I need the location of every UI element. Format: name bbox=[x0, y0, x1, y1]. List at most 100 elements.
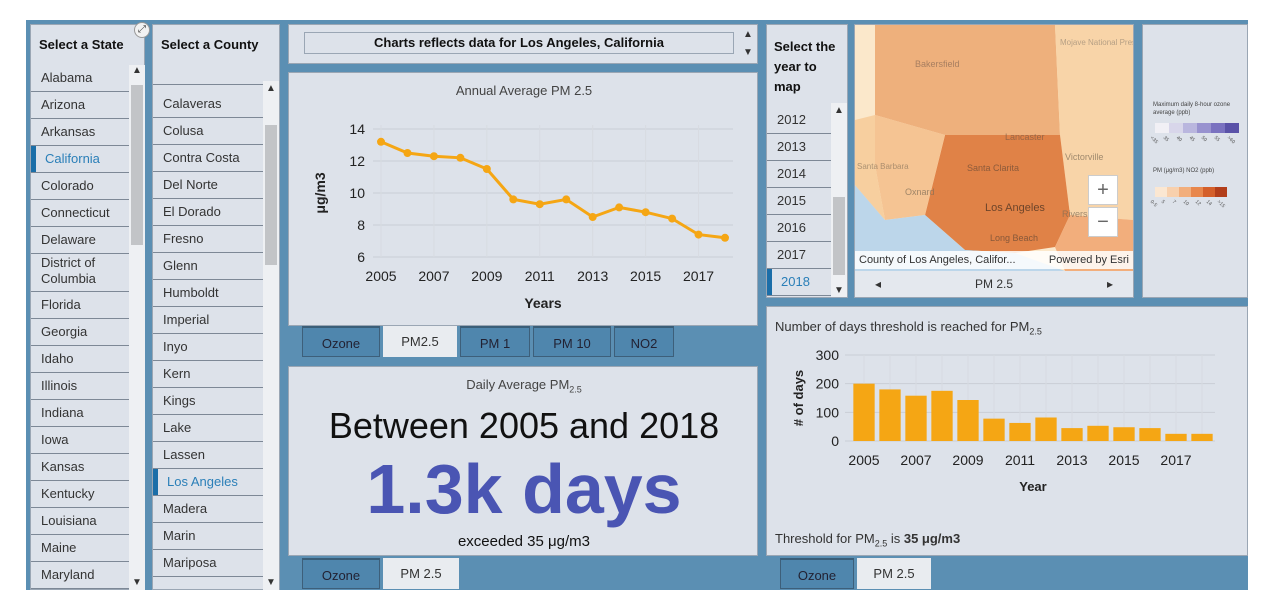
county-item-los-angeles[interactable]: Los Angeles bbox=[153, 469, 263, 496]
daily-tab-pm-2-5[interactable]: PM 2.5 bbox=[383, 558, 459, 589]
county-item-colusa[interactable]: Colusa bbox=[153, 118, 263, 145]
state-item-delaware[interactable]: Delaware bbox=[31, 227, 129, 254]
expand-icon[interactable]: ⤢ bbox=[134, 22, 150, 38]
bar-y-tick: 200 bbox=[816, 376, 840, 392]
state-item-louisiana[interactable]: Louisiana bbox=[31, 508, 129, 535]
annual-line-chart: 6 8 10 12 14 2005 2007 2009 2011 2013 2015 2017 Year… bbox=[312, 121, 733, 311]
ozone-legend-swatches bbox=[1155, 123, 1239, 133]
county-item-glenn[interactable]: Glenn bbox=[153, 253, 263, 280]
county-item-kern[interactable]: Kern bbox=[153, 361, 263, 388]
banner-panel: Charts reflects data for Los Angeles, Ca… bbox=[288, 24, 758, 64]
state-scroll-up-icon[interactable]: ▲ bbox=[132, 65, 142, 76]
daily-title-sub: 2.5 bbox=[569, 384, 582, 395]
county-item-madera[interactable]: Madera bbox=[153, 496, 263, 523]
county-item-mariposa[interactable]: Mariposa bbox=[153, 550, 263, 577]
tab-pm2-5[interactable]: PM2.5 bbox=[383, 326, 457, 357]
threshold-tab-ozone[interactable]: Ozone bbox=[780, 558, 854, 589]
county-item-humboldt[interactable]: Humboldt bbox=[153, 280, 263, 307]
map-label-victorville: Victorville bbox=[1065, 152, 1103, 162]
state-item-georgia[interactable]: Georgia bbox=[31, 319, 129, 346]
zoom-out-button[interactable]: − bbox=[1088, 207, 1118, 237]
banner-up-icon[interactable]: ▲ bbox=[743, 29, 753, 40]
state-item-colorado[interactable]: Colorado bbox=[31, 173, 129, 200]
year-item-2016[interactable]: 2016 bbox=[767, 215, 831, 242]
year-item-2014[interactable]: 2014 bbox=[767, 161, 831, 188]
bar-x-tick: 2017 bbox=[1160, 452, 1191, 468]
state-item-indiana[interactable]: Indiana bbox=[31, 400, 129, 427]
county-scroll-up-icon[interactable]: ▲ bbox=[266, 83, 276, 94]
state-list-scroll-thumb[interactable] bbox=[131, 85, 143, 245]
state-item-kansas[interactable]: Kansas bbox=[31, 454, 129, 481]
county-item-lassen[interactable]: Lassen bbox=[153, 442, 263, 469]
year-item-2015[interactable]: 2015 bbox=[767, 188, 831, 215]
state-item-idaho[interactable]: Idaho bbox=[31, 346, 129, 373]
county-item-imperial[interactable]: Imperial bbox=[153, 307, 263, 334]
state-item-illinois[interactable]: Illinois bbox=[31, 373, 129, 400]
county-item-inyo[interactable]: Inyo bbox=[153, 334, 263, 361]
state-item-connecticut[interactable]: Connecticut bbox=[31, 200, 129, 227]
legend-panel: Maximum daily 8-hour ozone average (ppb)… bbox=[1142, 24, 1248, 298]
county-item-calaveras[interactable]: Calaveras bbox=[153, 91, 263, 118]
state-item-florida[interactable]: Florida bbox=[31, 292, 129, 319]
state-item-arkansas[interactable]: Arkansas bbox=[31, 119, 129, 146]
map-attribution-right: Powered by Esri bbox=[1048, 254, 1129, 266]
ozone-legend-swatch bbox=[1211, 123, 1225, 133]
state-item-iowa[interactable]: Iowa bbox=[31, 427, 129, 454]
tab-ozone[interactable]: Ozone bbox=[302, 326, 380, 357]
line-y-tick: 10 bbox=[349, 185, 365, 201]
county-item-contra-costa[interactable]: Contra Costa bbox=[153, 145, 263, 172]
state-item-maryland[interactable]: Maryland bbox=[31, 562, 129, 589]
map-label-riverside: Rivers bbox=[1062, 209, 1088, 219]
daily-title-main: Daily Average PM bbox=[466, 377, 570, 392]
year-item-2017[interactable]: 2017 bbox=[767, 242, 831, 269]
state-item-alabama[interactable]: Alabama bbox=[31, 65, 129, 92]
daily-tabs: Ozone PM 2.5 bbox=[288, 558, 758, 590]
county-item-el-dorado[interactable]: El Dorado bbox=[153, 199, 263, 226]
county-scroll-down-icon[interactable]: ▼ bbox=[266, 577, 276, 588]
threshold-tab-pm-2-5[interactable]: PM 2.5 bbox=[857, 558, 931, 589]
bar-2018 bbox=[1191, 433, 1213, 441]
annual-chart-title: Annual Average PM 2.5 bbox=[455, 83, 593, 98]
map-label-oxnard: Oxnard bbox=[905, 187, 935, 197]
map-region-kern bbox=[875, 25, 1060, 135]
map-prev-icon[interactable]: ◂ bbox=[875, 277, 882, 291]
tab-pm-1[interactable]: PM 1 bbox=[460, 326, 530, 357]
county-item-lake[interactable]: Lake bbox=[153, 415, 263, 442]
map-view[interactable]: Bakersfield Mojave National Preserve Lan… bbox=[855, 25, 1133, 271]
year-item-2013[interactable]: 2013 bbox=[767, 134, 831, 161]
state-item-district-of-columbia[interactable]: District of Columbia bbox=[31, 254, 129, 292]
county-item-kings[interactable]: Kings bbox=[153, 388, 263, 415]
tab-no2[interactable]: NO2 bbox=[614, 326, 674, 357]
state-item-california[interactable]: California bbox=[31, 146, 129, 173]
map-next-icon[interactable]: ▸ bbox=[1106, 277, 1113, 291]
zoom-in-button[interactable]: + bbox=[1088, 175, 1118, 205]
county-item-del-norte[interactable]: Del Norte bbox=[153, 172, 263, 199]
year-item-2012[interactable]: 2012 bbox=[767, 107, 831, 134]
year-list-scroll-thumb[interactable] bbox=[833, 197, 845, 275]
year-item-2018[interactable]: 2018 bbox=[767, 269, 831, 296]
state-list-title: Select a State bbox=[39, 37, 124, 52]
threshold-footer: Threshold for PM2.5 is 35 μg/m3 bbox=[775, 531, 960, 549]
state-item-arizona[interactable]: Arizona bbox=[31, 92, 129, 119]
pm-legend-swatch bbox=[1179, 187, 1191, 197]
bar-y-tick: 100 bbox=[816, 404, 840, 420]
state-item-kentucky[interactable]: Kentucky bbox=[31, 481, 129, 508]
year-scroll-down-icon[interactable]: ▼ bbox=[834, 285, 844, 296]
tab-pm-10[interactable]: PM 10 bbox=[533, 326, 611, 357]
line-point bbox=[403, 149, 412, 157]
county-list-scroll-thumb[interactable] bbox=[265, 125, 277, 265]
county-item-fresno[interactable]: Fresno bbox=[153, 226, 263, 253]
map-region-santa-barbara bbox=[855, 115, 885, 220]
county-item-marin[interactable]: Marin bbox=[153, 523, 263, 550]
state-list: Alabama Arizona Arkansas California Colorado… bbox=[31, 65, 129, 590]
daily-tab-ozone[interactable]: Ozone bbox=[302, 558, 380, 589]
year-scroll-up-icon[interactable]: ▲ bbox=[834, 105, 844, 116]
line-point bbox=[509, 195, 518, 204]
line-x-tick: 2005 bbox=[365, 268, 396, 284]
bar-2009 bbox=[957, 400, 979, 441]
state-scroll-down-icon[interactable]: ▼ bbox=[132, 577, 142, 588]
banner-down-icon[interactable]: ▼ bbox=[743, 47, 753, 58]
bar-2005 bbox=[853, 383, 875, 441]
pm-legend-swatch bbox=[1215, 187, 1227, 197]
state-item-maine[interactable]: Maine bbox=[31, 535, 129, 562]
